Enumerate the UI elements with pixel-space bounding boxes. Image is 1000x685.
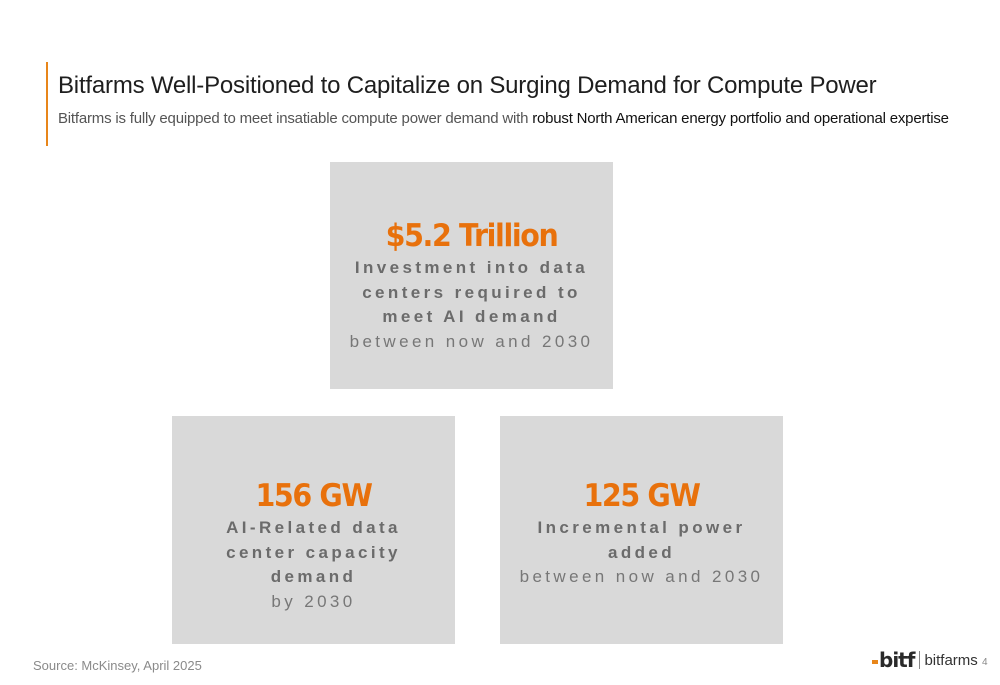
- stat-description-line: demand: [270, 567, 357, 586]
- stat-timeframe: between now and 2030: [349, 331, 594, 351]
- source-note: Source: McKinsey, April 2025: [33, 658, 202, 673]
- stat-value: 156 GW: [255, 478, 372, 514]
- bitfarms-logo: bitf bitfarms: [872, 648, 978, 672]
- title-accent-bar: [46, 62, 48, 146]
- logo-wordmark: bitfarms: [924, 651, 978, 669]
- stat-description-line: centers required to: [362, 282, 581, 302]
- stat-description-line: added: [607, 542, 676, 562]
- stat-card-power: 125 GW Incremental power added between n…: [500, 416, 783, 644]
- logo-mark-text: bitf: [879, 648, 915, 672]
- stat-description-line: meet AI demand: [382, 307, 561, 326]
- logo-mark: bitf: [872, 648, 915, 672]
- stat-description-line: Investment into data: [354, 258, 589, 277]
- stat-value: 125 GW: [583, 478, 700, 514]
- stat-description-line: Incremental power: [537, 518, 746, 537]
- stat-card-investment: $5.2 Trillion Investment into data cente…: [330, 162, 613, 389]
- page-number: 4: [982, 657, 988, 668]
- logo-dash-icon: [872, 660, 878, 664]
- stat-card-capacity: 156 GW AI-Related data center capacity d…: [172, 416, 455, 644]
- stat-description-line: AI-Related data: [226, 518, 401, 537]
- stat-description-line: center capacity: [226, 542, 401, 562]
- stat-timeframe: by 2030: [271, 591, 356, 611]
- stat-timeframe: between now and 2030: [519, 567, 764, 586]
- stat-value: $5.2 Trillion: [385, 218, 559, 254]
- stat-description: Incremental power added: [500, 516, 783, 565]
- subtitle-prefix: Bitfarms is fully equipped to meet insat…: [58, 110, 533, 127]
- logo-separator: [919, 651, 921, 669]
- slide-title: Bitfarms Well-Positioned to Capitalize o…: [58, 72, 877, 99]
- slide-subtitle: Bitfarms is fully equipped to meet insat…: [58, 110, 949, 127]
- subtitle-emphasis: robust North American energy portfolio a…: [532, 110, 949, 127]
- stat-description: AI-Related data center capacity demand: [172, 516, 455, 590]
- stat-description: Investment into data centers required to…: [330, 256, 613, 330]
